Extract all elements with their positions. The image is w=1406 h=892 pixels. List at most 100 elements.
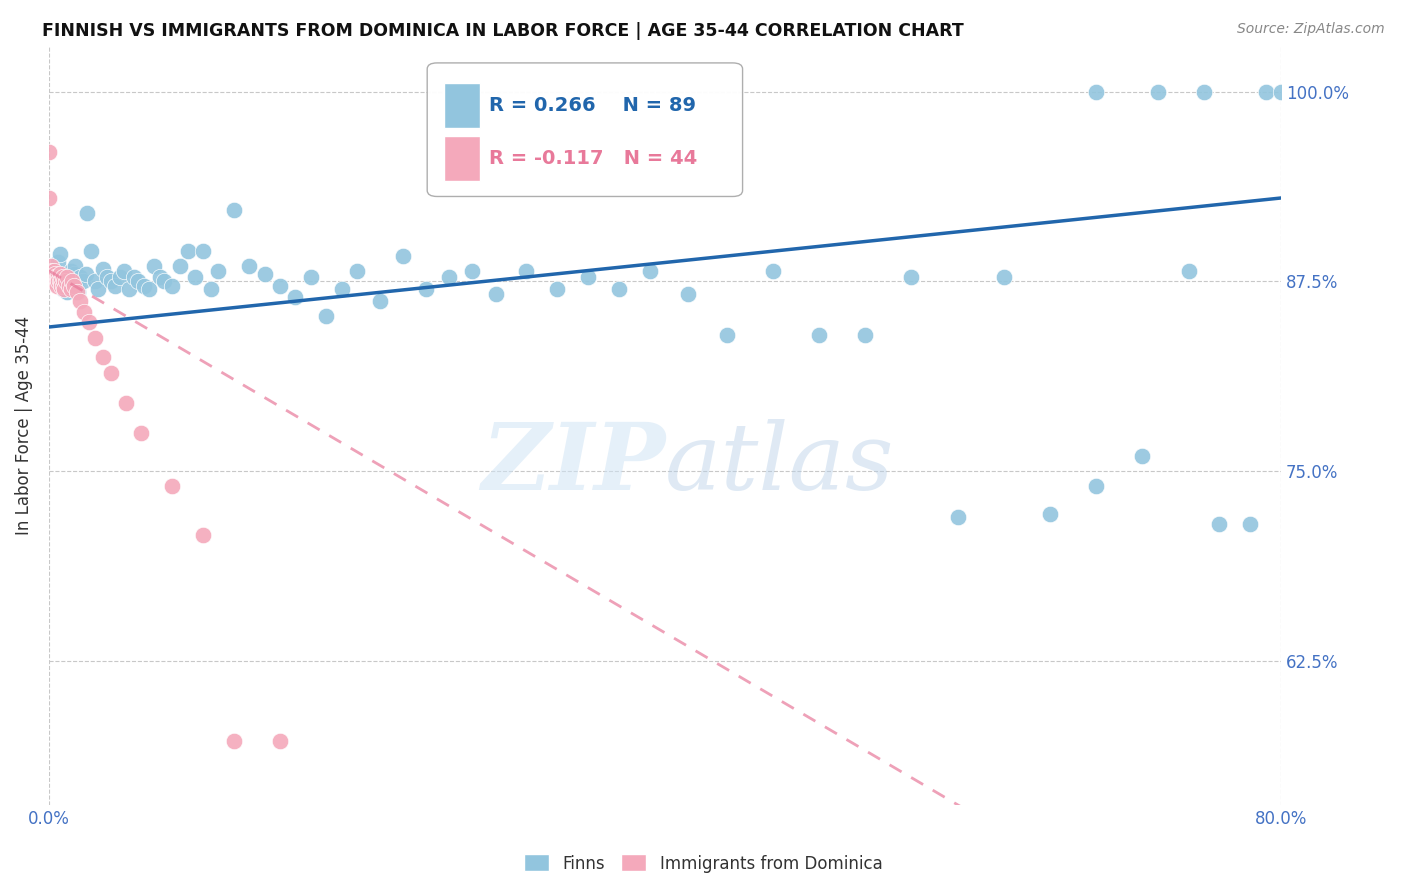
Point (56, 285, 79, 299)
Point (58, 275, 80, 289)
Point (127, 275, 149, 289)
Point (546, 282, 568, 296)
Text: FINNISH VS IMMIGRANTS FROM DOMINICA IN LABOR FORCE | AGE 35-44 CORRELATION CHART: FINNISH VS IMMIGRANTS FROM DOMINICA IN L… (42, 22, 965, 40)
Point (1130, 449, 1153, 463)
Point (79, 244, 101, 259)
Point (1331, 85, 1354, 99)
Point (1085, 85, 1108, 99)
Point (75, 267, 97, 281)
Point (42, 264, 65, 278)
Point (41, 269, 63, 284)
Text: R = 0.266    N = 89: R = 0.266 N = 89 (489, 96, 696, 115)
Point (45, 275, 67, 289)
Point (160, 479, 183, 493)
Point (67, 285, 90, 299)
Point (55, 279, 77, 293)
Point (51, 275, 73, 289)
Point (46, 269, 69, 284)
Point (330, 282, 353, 296)
Point (207, 264, 229, 278)
Point (993, 269, 1015, 284)
Point (44, 269, 66, 284)
Point (48, 267, 70, 281)
Point (41, 275, 63, 289)
Point (56, 269, 79, 284)
Point (84, 275, 107, 289)
Text: R = -0.117   N = 44: R = -0.117 N = 44 (489, 149, 697, 168)
Point (676, 286, 699, 301)
Point (299, 269, 322, 284)
Point (200, 282, 222, 296)
Point (53, 269, 76, 284)
Point (73, 305, 96, 319)
Point (222, 734, 245, 748)
Point (51, 275, 73, 289)
Point (48, 247, 70, 261)
Point (53, 282, 76, 296)
Point (100, 275, 122, 289)
Point (284, 290, 307, 304)
Point (104, 279, 127, 293)
Point (122, 269, 145, 284)
Point (1208, 517, 1230, 532)
Point (415, 282, 437, 296)
Point (1085, 479, 1108, 493)
Point (59, 282, 82, 296)
Point (1239, 517, 1261, 532)
Point (607, 282, 630, 296)
Point (138, 282, 160, 296)
Point (66, 285, 89, 299)
Point (131, 426, 153, 441)
Point (118, 282, 141, 296)
Point (176, 244, 198, 259)
Point (853, 327, 876, 342)
Point (269, 734, 291, 748)
Point (346, 264, 368, 278)
Legend: Finns, Immigrants from Dominica: Finns, Immigrants from Dominica (517, 847, 889, 880)
Point (46, 254, 69, 268)
Point (1146, 85, 1168, 99)
Point (45, 269, 67, 284)
Point (42, 275, 65, 289)
Point (439, 269, 461, 284)
Y-axis label: In Labor Force | Age 35-44: In Labor Force | Age 35-44 (15, 316, 32, 535)
Point (46, 275, 69, 289)
Point (44, 264, 66, 278)
Point (484, 286, 506, 301)
Point (45, 279, 67, 293)
Point (48, 275, 70, 289)
Point (91, 351, 114, 365)
Point (191, 528, 214, 542)
Point (1270, 85, 1292, 99)
Point (191, 244, 214, 259)
Point (96, 269, 118, 284)
Point (45, 269, 67, 284)
Point (114, 264, 136, 278)
Point (38, 145, 60, 160)
Text: atlas: atlas (665, 418, 894, 508)
Point (142, 260, 165, 274)
Point (62, 267, 84, 281)
Point (55, 275, 77, 289)
Point (62, 279, 84, 293)
Point (134, 279, 156, 293)
Point (1362, 161, 1385, 175)
Point (41, 264, 63, 278)
Point (807, 327, 830, 342)
Point (77, 315, 100, 329)
Point (1039, 507, 1062, 521)
Point (44, 267, 66, 281)
Point (368, 294, 391, 309)
Point (576, 269, 599, 284)
Point (52, 269, 75, 284)
Point (184, 269, 207, 284)
FancyBboxPatch shape (444, 83, 481, 128)
Point (69, 269, 91, 284)
Point (515, 264, 537, 278)
Point (87, 282, 110, 296)
Point (1301, 85, 1323, 99)
Point (638, 264, 661, 278)
Point (100, 366, 122, 380)
Point (52, 279, 75, 293)
Point (461, 264, 484, 278)
